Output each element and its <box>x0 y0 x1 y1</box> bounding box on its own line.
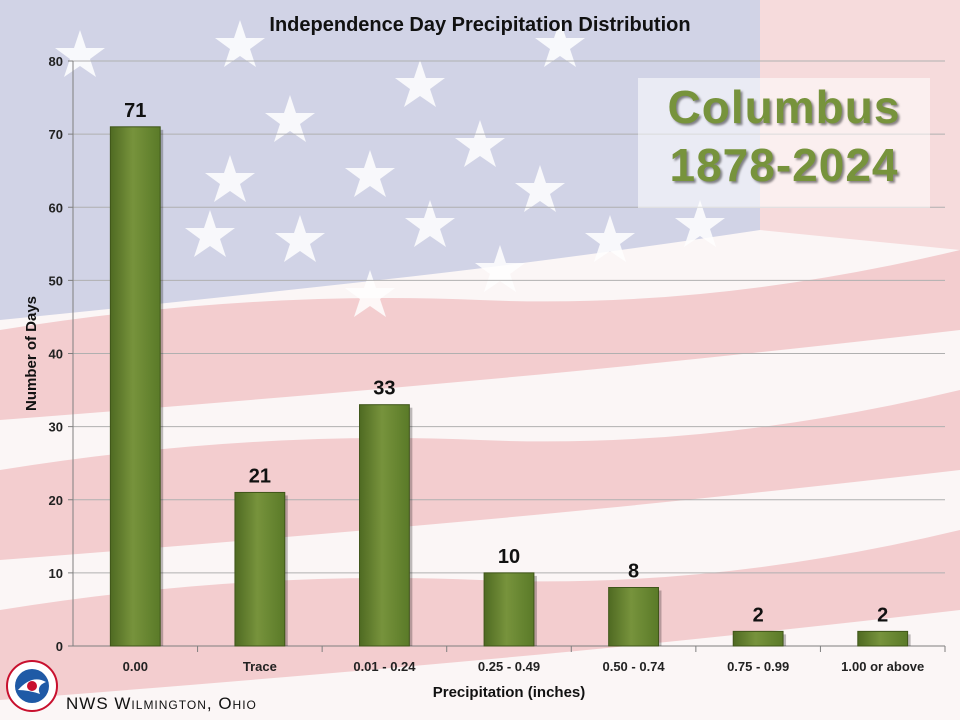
nws-logo-icon <box>6 660 58 712</box>
bar <box>109 126 161 647</box>
bar <box>732 630 784 647</box>
bar <box>359 404 410 647</box>
data-label: 2 <box>877 604 888 626</box>
bar <box>608 587 659 647</box>
bar <box>234 491 286 647</box>
x-tick-label: 0.01 - 0.24 <box>353 659 416 674</box>
y-tick-label: 50 <box>49 273 63 288</box>
year-range: 1878-2024 <box>669 139 899 191</box>
data-label: 33 <box>373 378 395 400</box>
place-name: Columbus <box>667 81 901 133</box>
y-tick-label: 40 <box>49 347 63 362</box>
x-tick-label: 0.25 - 0.49 <box>478 659 540 674</box>
y-axis-title: Number of Days <box>23 296 40 411</box>
bar <box>857 630 909 647</box>
y-tick-label: 80 <box>49 54 63 69</box>
y-tick-label: 10 <box>49 566 63 581</box>
x-tick-label: Trace <box>243 659 277 674</box>
data-label: 2 <box>753 604 764 626</box>
labels: 0 10 20 30 40 50 60 70 80 71 0.00 21 Trace 33 0.01 - 0… <box>23 54 924 701</box>
bar <box>483 572 535 647</box>
x-tick-label: 1.00 or above <box>841 659 924 674</box>
y-tick-label: 20 <box>49 493 63 508</box>
y-tick-label: 70 <box>49 127 63 142</box>
y-tick-label: 60 <box>49 200 63 215</box>
data-label: 71 <box>124 100 146 122</box>
x-tick-label: 0.00 <box>123 659 148 674</box>
place-box <box>638 78 930 208</box>
footer-office: NWS Wilmington, Ohio <box>66 694 257 713</box>
data-label: 8 <box>628 561 639 583</box>
data-label: 10 <box>498 546 520 568</box>
data-label: 21 <box>249 465 271 487</box>
x-axis-title: Precipitation (inches) <box>433 684 586 701</box>
y-tick-label: 30 <box>49 420 63 435</box>
bars <box>109 126 911 647</box>
x-tick-label: 0.50 - 0.74 <box>602 659 665 674</box>
chart-title: Independence Day Precipitation Distribut… <box>269 14 691 36</box>
x-tick-label: 0.75 - 0.99 <box>727 659 789 674</box>
y-tick-label: 0 <box>56 639 63 654</box>
